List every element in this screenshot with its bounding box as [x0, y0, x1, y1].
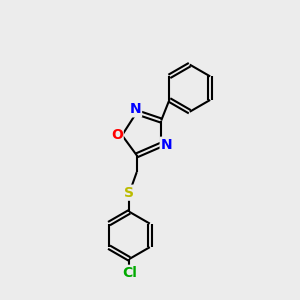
- Text: N: N: [161, 138, 172, 152]
- Text: N: N: [130, 102, 141, 116]
- Text: Cl: Cl: [122, 266, 137, 280]
- Text: S: S: [124, 186, 134, 200]
- Text: O: O: [111, 128, 123, 142]
